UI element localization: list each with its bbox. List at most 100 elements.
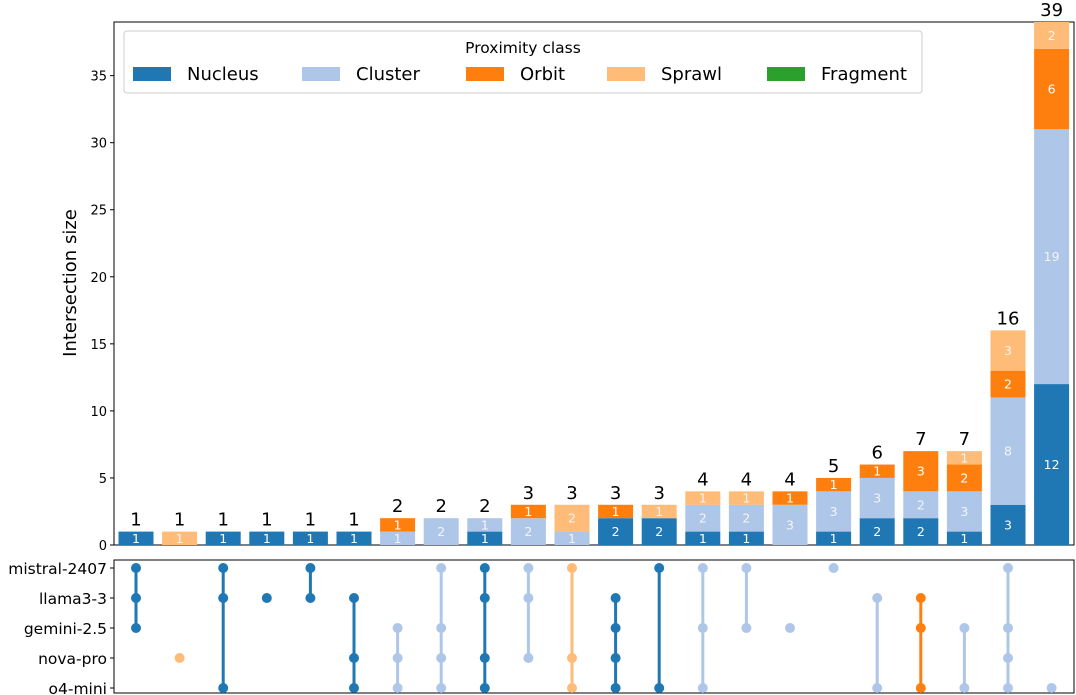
bar-segment-label: 1 <box>786 491 794 506</box>
bar-segment-label: 1 <box>481 517 489 532</box>
membership-dot <box>436 653 447 663</box>
bar-segment-sprawl <box>641 504 677 519</box>
legend-swatch-fragment <box>767 67 805 81</box>
bar-segment-orbit <box>380 518 416 532</box>
bar-total-label: 39 <box>1040 0 1063 21</box>
bar-segment-cluster <box>816 491 852 532</box>
bar-total-label: 4 <box>741 469 752 490</box>
set-label: o4-mini <box>49 680 107 695</box>
membership-dot <box>915 683 926 693</box>
bar-segment-cluster <box>423 518 459 545</box>
membership-dot <box>479 653 490 663</box>
bar-segment-orbit <box>990 370 1026 398</box>
bar-segment-label: 19 <box>1044 249 1060 264</box>
bar-total-label: 2 <box>479 496 490 517</box>
bar-segment-label: 1 <box>612 504 620 519</box>
bar-segment-cluster <box>467 518 503 532</box>
membership-dot <box>1003 623 1013 633</box>
bar-segment-orbit <box>772 491 808 505</box>
bar-segment-label: 1 <box>699 531 707 546</box>
membership-dot <box>479 683 490 693</box>
membership-dot <box>1003 683 1013 693</box>
y-tick-label: 5 <box>99 472 107 487</box>
membership-dot <box>959 683 970 693</box>
y-tick-label: 0 <box>99 539 107 554</box>
bar-segment-label: 1 <box>219 531 227 546</box>
membership-dot <box>654 563 665 573</box>
bar-segment-label: 2 <box>524 524 532 539</box>
membership-dot <box>1003 653 1013 663</box>
bar-total-label: 2 <box>392 496 403 517</box>
membership-dot <box>305 563 316 573</box>
legend-swatch-sprawl <box>607 67 645 81</box>
bar-segment-label: 2 <box>699 511 707 526</box>
membership-dot <box>218 593 229 603</box>
bar-segment-label: 12 <box>1044 457 1060 472</box>
membership-dot <box>567 683 577 693</box>
bar-segment-label: 3 <box>1004 517 1012 532</box>
membership-dot <box>523 563 534 573</box>
bar-total-label: 5 <box>828 456 839 477</box>
bar-segment-label: 2 <box>742 511 750 526</box>
bar-segment-label: 3 <box>1004 343 1012 358</box>
membership-dot <box>436 623 447 633</box>
bar-segment-label: 1 <box>394 517 402 532</box>
bar-segment-nucleus <box>816 531 852 545</box>
bar-segment-label: 3 <box>917 464 925 479</box>
bar-total-label: 3 <box>566 483 577 504</box>
membership-dot <box>131 563 141 573</box>
bar-total-label: 4 <box>697 469 708 490</box>
bar-segment-nucleus <box>336 531 372 545</box>
bar-total-label: 3 <box>653 483 664 504</box>
legend-label: Cluster <box>356 64 420 85</box>
bar-segment-sprawl <box>946 451 982 465</box>
bar-segment-nucleus <box>685 531 721 545</box>
membership-dot <box>654 683 665 693</box>
bar-total-label: 7 <box>959 429 970 450</box>
y-tick-label: 30 <box>90 137 107 152</box>
bar-segment-orbit <box>859 464 895 478</box>
bar-segment-label: 2 <box>1004 377 1012 392</box>
y-tick-label: 20 <box>90 271 107 286</box>
bar-plot-frame <box>113 21 1075 546</box>
membership-dot <box>610 653 621 663</box>
bar-segment-nucleus <box>205 531 241 545</box>
bar-plot: 1111111111111122211221312321321312141214… <box>118 0 1070 546</box>
bar-segment-cluster <box>728 504 764 532</box>
matrix-frame <box>113 559 1075 694</box>
bar-segment-label: 1 <box>350 531 358 546</box>
bar-segment-label: 3 <box>786 517 794 532</box>
bar-segment-cluster <box>685 504 721 532</box>
legend-label: Nucleus <box>187 64 259 85</box>
bar-segment-label: 8 <box>1004 444 1012 459</box>
bar-segment-label: 1 <box>742 531 750 546</box>
bar-segment-label: 1 <box>394 531 402 546</box>
bar-total-label: 16 <box>997 308 1020 329</box>
bar-segment-nucleus <box>946 531 982 545</box>
bar-segment-label: 1 <box>568 531 576 546</box>
membership-dot <box>915 593 926 603</box>
membership-dot <box>567 563 577 573</box>
set-label: mistral-2407 <box>8 560 107 578</box>
bar-segment-cluster <box>772 504 808 545</box>
bar-segment-label: 1 <box>481 531 489 546</box>
bar-segment-orbit <box>903 451 939 492</box>
bar-total-label: 7 <box>915 429 926 450</box>
bar-segment-nucleus <box>118 531 154 545</box>
bar-segment-sprawl <box>685 491 721 505</box>
bar-segment-nucleus <box>728 531 764 545</box>
bar-segment-label: 2 <box>437 524 445 539</box>
bar-segment-label: 1 <box>960 531 968 546</box>
legend-label: Sprawl <box>661 64 722 85</box>
membership-dot <box>479 593 490 603</box>
membership-dot <box>174 653 185 663</box>
bar-segment-nucleus <box>641 518 677 545</box>
bar-segment-label: 3 <box>830 504 838 519</box>
membership-dot <box>218 683 229 693</box>
membership-dot <box>436 683 447 693</box>
bar-total-label: 3 <box>523 483 534 504</box>
bar-segment-sprawl <box>162 531 198 545</box>
legend-swatch-cluster <box>302 67 340 81</box>
